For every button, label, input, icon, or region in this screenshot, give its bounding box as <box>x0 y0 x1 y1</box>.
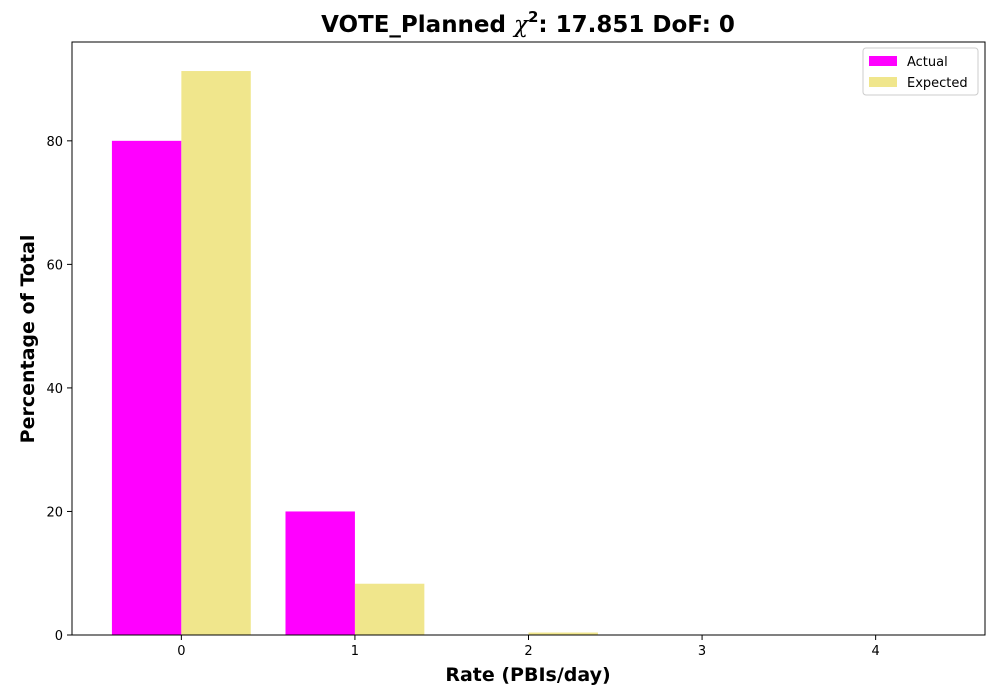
x-tick-label-1: 1 <box>351 644 359 659</box>
legend-label-actual: Actual <box>907 55 948 70</box>
legend-swatch-actual <box>869 56 897 66</box>
bars-layer <box>112 71 598 635</box>
chart-title-suffix: : 17.851 DoF: 0 <box>538 12 735 38</box>
bar-expected-0 <box>181 71 250 635</box>
chart-title-sup: 2 <box>528 8 538 26</box>
x-tick-label-0: 0 <box>177 644 185 659</box>
bar-actual-0 <box>112 141 181 635</box>
y-tick-label-80: 80 <box>46 135 63 150</box>
legend-label-expected: Expected <box>907 76 968 91</box>
x-tick-label-3: 3 <box>698 644 706 659</box>
x-tick-label-2: 2 <box>524 644 532 659</box>
y-tick-label-40: 40 <box>46 382 63 397</box>
x-tick-label-4: 4 <box>872 644 880 659</box>
chart-title: VOTE_Planned χ2: 17.851 DoF: 0 <box>321 8 735 38</box>
y-axis-label: Percentage of Total <box>17 235 39 444</box>
legend-swatch-expected <box>869 77 897 87</box>
legend: Actual Expected <box>863 48 978 95</box>
y-tick-label-0: 0 <box>55 629 63 644</box>
bar-actual-1 <box>285 511 354 635</box>
x-axis-label: Rate (PBIs/day) <box>445 664 610 686</box>
y-tick-label-20: 20 <box>46 505 63 520</box>
y-tick-label-60: 60 <box>46 258 63 273</box>
chart-title-prefix: VOTE_Planned <box>321 12 514 38</box>
bar-expected-1 <box>355 584 424 635</box>
